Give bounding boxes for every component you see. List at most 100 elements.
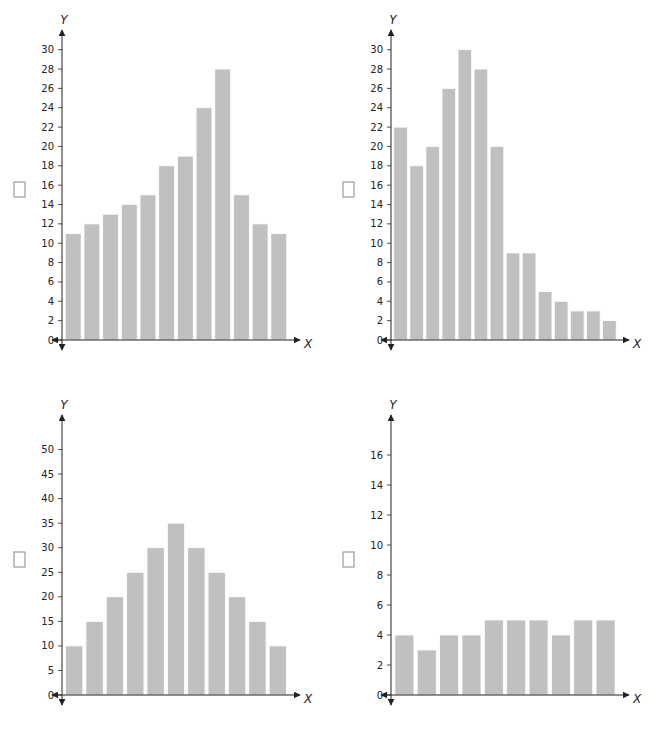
tick-mark bbox=[58, 523, 62, 524]
bars bbox=[395, 620, 615, 695]
tick-label: 28 bbox=[370, 64, 383, 75]
bar bbox=[529, 620, 548, 695]
tick-label: 24 bbox=[41, 102, 54, 113]
bar bbox=[410, 166, 424, 340]
bar bbox=[507, 620, 526, 695]
tick-label: 26 bbox=[41, 83, 54, 94]
tick-mark bbox=[58, 474, 62, 475]
tick-mark bbox=[58, 243, 62, 244]
tick-label: 14 bbox=[41, 199, 54, 210]
bar bbox=[140, 195, 156, 340]
tick-mark bbox=[58, 498, 62, 499]
tick-mark bbox=[58, 69, 62, 70]
tick-mark bbox=[387, 204, 391, 205]
tick-mark bbox=[58, 165, 62, 166]
tick-mark bbox=[387, 515, 391, 516]
tick-mark bbox=[58, 547, 62, 548]
bar bbox=[188, 548, 205, 695]
x-label: X bbox=[632, 337, 642, 351]
tick-label: 12 bbox=[41, 218, 54, 229]
tick-mark bbox=[58, 262, 62, 263]
bar bbox=[551, 635, 570, 695]
tick-label: 8 bbox=[377, 257, 383, 268]
tick-label: 8 bbox=[377, 570, 383, 581]
tick-mark bbox=[58, 107, 62, 108]
bar bbox=[462, 635, 481, 695]
bar bbox=[233, 195, 249, 340]
bar bbox=[147, 548, 164, 695]
tick-label: 50 bbox=[41, 444, 54, 455]
tick-label: 6 bbox=[48, 276, 54, 287]
tick-mark bbox=[387, 223, 391, 224]
x-label: X bbox=[632, 692, 642, 706]
x-label: X bbox=[303, 337, 313, 351]
tick-label: 22 bbox=[41, 122, 54, 133]
tick-label: 10 bbox=[370, 238, 383, 249]
tick-label: 25 bbox=[41, 567, 54, 578]
tick-label: 45 bbox=[41, 469, 54, 480]
bar bbox=[65, 234, 81, 340]
bar bbox=[106, 597, 123, 695]
y-axis bbox=[62, 30, 63, 350]
tick-label: 14 bbox=[370, 480, 383, 491]
bar bbox=[249, 621, 266, 695]
bar bbox=[127, 572, 144, 695]
tick-label: 12 bbox=[370, 510, 383, 521]
tick-mark bbox=[58, 88, 62, 89]
tick-mark bbox=[58, 281, 62, 282]
tick-mark bbox=[387, 575, 391, 576]
bar bbox=[554, 301, 568, 340]
bars bbox=[394, 50, 616, 340]
checkbox bbox=[343, 552, 354, 567]
tick-mark bbox=[58, 223, 62, 224]
bar bbox=[86, 621, 103, 695]
tick-label: 4 bbox=[48, 296, 54, 307]
tick-label: 26 bbox=[370, 83, 383, 94]
bar bbox=[196, 108, 212, 340]
tick-label: 4 bbox=[377, 296, 383, 307]
tick-label: 6 bbox=[377, 276, 383, 287]
tick-mark bbox=[387, 165, 391, 166]
tick-mark bbox=[387, 49, 391, 50]
bar bbox=[121, 205, 137, 340]
tick-label: 14 bbox=[370, 199, 383, 210]
tick-label: 8 bbox=[48, 257, 54, 268]
tick-mark bbox=[387, 605, 391, 606]
tick-mark bbox=[387, 88, 391, 89]
bar bbox=[395, 635, 414, 695]
tick-label: 24 bbox=[370, 102, 383, 113]
tick-mark bbox=[387, 281, 391, 282]
tick-mark bbox=[387, 301, 391, 302]
bar bbox=[84, 224, 100, 340]
bar bbox=[417, 650, 436, 695]
bar bbox=[440, 635, 459, 695]
tick-label: 20 bbox=[41, 141, 54, 152]
tick-label: 10 bbox=[41, 238, 54, 249]
tick-mark bbox=[387, 665, 391, 666]
tick-label: 6 bbox=[377, 600, 383, 611]
tick-label: 2 bbox=[48, 315, 54, 326]
tick-mark bbox=[387, 455, 391, 456]
bar bbox=[426, 146, 440, 340]
bar bbox=[603, 321, 617, 340]
tick-mark bbox=[387, 69, 391, 70]
bar bbox=[394, 127, 408, 340]
y-label: Y bbox=[60, 13, 69, 27]
x-axis bbox=[52, 695, 300, 696]
tick-label: 30 bbox=[41, 542, 54, 553]
figure: 024681012141618202224262830XY02468101214… bbox=[0, 0, 658, 730]
tick-label: 2 bbox=[377, 315, 383, 326]
bar bbox=[159, 166, 175, 340]
tick-mark bbox=[58, 320, 62, 321]
bar bbox=[484, 620, 503, 695]
y-label: Y bbox=[389, 13, 398, 27]
bar bbox=[442, 88, 456, 340]
bar bbox=[177, 156, 193, 340]
tick-mark bbox=[387, 107, 391, 108]
x-axis bbox=[381, 695, 629, 696]
panel: 0246810121416XY bbox=[343, 398, 642, 706]
bar bbox=[66, 646, 83, 695]
bar bbox=[586, 311, 600, 340]
tick-label: 10 bbox=[41, 640, 54, 651]
tick-mark bbox=[387, 320, 391, 321]
